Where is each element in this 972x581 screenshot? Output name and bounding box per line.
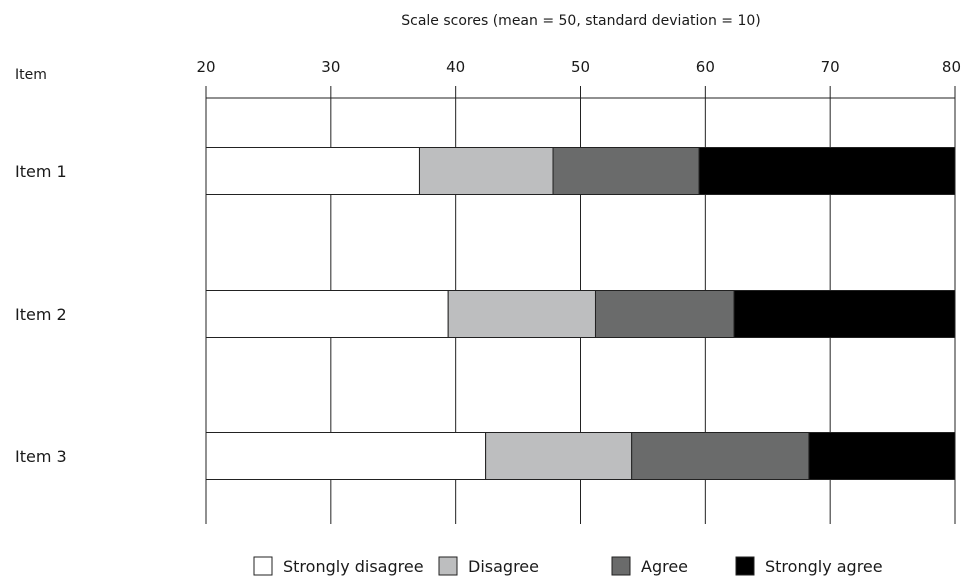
legend-label: Strongly agree [765,557,883,576]
bar-segment [631,432,810,480]
category-label: Item 1 [15,162,67,181]
bar-segment [418,147,554,195]
bar-segment [205,290,449,338]
bar-segment [447,290,596,338]
x-tick-label: 80 [942,58,961,76]
category-labels: Item 1 Item 2 Item 3 [15,162,67,466]
y-axis-header: Item [15,67,47,83]
x-axis-title: Scale scores (mean = 50, standard deviat… [401,13,761,29]
x-tick-label: 20 [196,58,215,76]
x-tick-label: 40 [446,58,465,76]
category-label: Item 3 [15,447,67,466]
legend-label: Disagree [468,557,539,576]
bar-segment [594,290,735,338]
bar-segment [733,290,956,338]
bar-segment [698,147,956,195]
bar-segment [552,147,700,195]
bar-segment [808,432,956,480]
x-tick-label: 70 [821,58,840,76]
bars [205,147,956,480]
bar-segment [485,432,633,480]
legend-label: Agree [641,557,688,576]
legend: Strongly disagree Disagree Agree Strongly a… [253,556,883,576]
legend-swatch [611,556,631,576]
legend-swatch [253,556,273,576]
legend-swatch [438,556,458,576]
x-tick-label: 50 [571,58,590,76]
bar-segment [205,432,487,480]
bar-segment [205,147,420,195]
legend-label: Strongly disagree [283,557,424,576]
x-tick-labels: 20 30 40 50 60 70 80 [196,58,961,76]
x-tick-label: 60 [696,58,715,76]
category-label: Item 2 [15,305,67,324]
legend-swatch [735,556,755,576]
x-tick-label: 30 [321,58,340,76]
